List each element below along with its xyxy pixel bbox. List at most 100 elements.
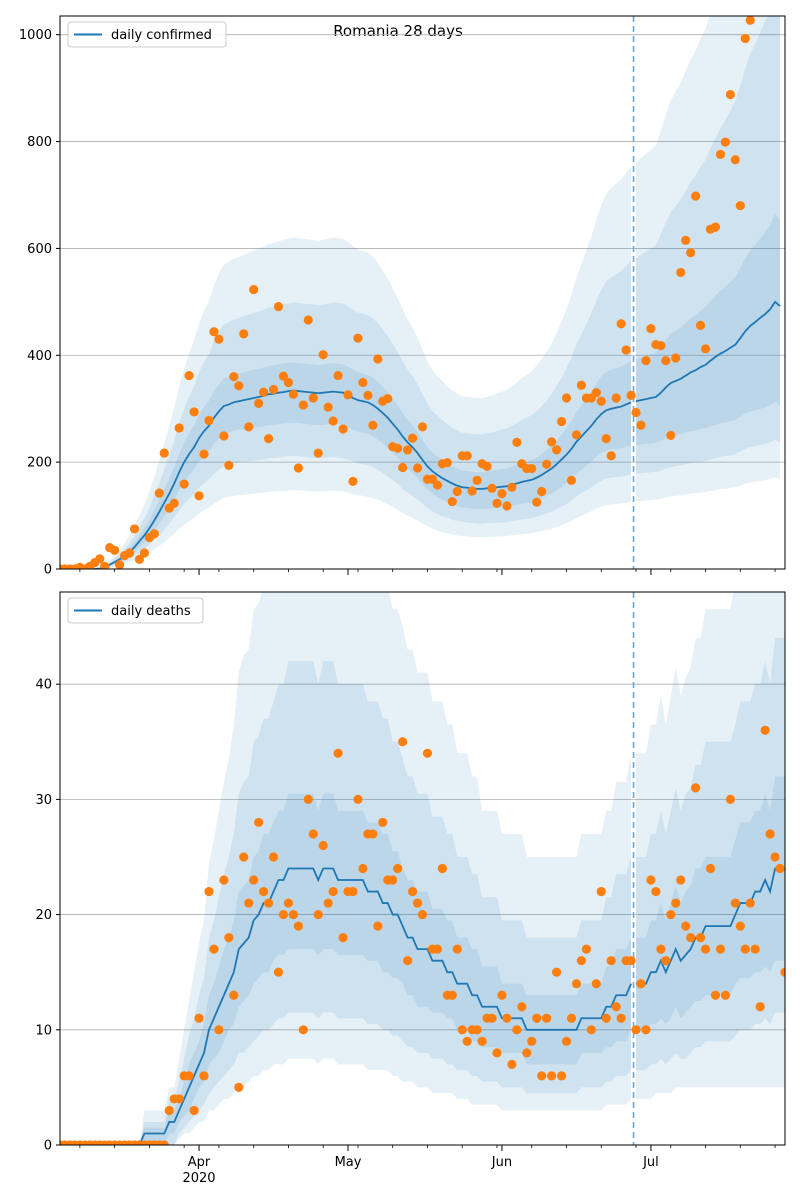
observed-point <box>676 267 686 278</box>
observed-point <box>695 320 706 330</box>
observed-point <box>159 1140 169 1145</box>
observed-point <box>447 990 457 1000</box>
observed-point <box>328 886 338 897</box>
observed-point <box>547 437 557 447</box>
observed-point <box>691 191 701 201</box>
observed-point <box>482 461 492 472</box>
band-80 <box>636 638 785 1071</box>
observed-point <box>656 944 666 954</box>
observed-point <box>671 898 681 908</box>
observed-point <box>467 486 477 496</box>
median-line <box>60 867 632 1145</box>
observed-point <box>641 356 651 366</box>
observed-point <box>447 497 457 507</box>
observed-point <box>561 393 572 403</box>
band-50 <box>636 776 785 1030</box>
observed-point <box>601 434 611 444</box>
observed-point <box>368 420 378 430</box>
observed-point <box>700 344 711 354</box>
observed-point <box>661 956 671 966</box>
observed-point <box>775 863 785 874</box>
observed-point <box>547 1071 557 1081</box>
observed-point <box>219 875 229 885</box>
median-line <box>635 300 781 403</box>
observed-point <box>407 433 418 443</box>
observed-point <box>378 817 388 828</box>
observed-point <box>139 548 150 558</box>
observed-point <box>432 480 442 490</box>
observed-point <box>571 430 582 440</box>
observed-point <box>537 486 547 497</box>
observed-point <box>239 329 249 339</box>
observed-point <box>492 1048 502 1058</box>
observed-point <box>641 1025 651 1035</box>
observed-point <box>437 863 447 874</box>
observed-point <box>318 350 328 360</box>
observed-point <box>497 489 507 499</box>
observed-point <box>606 956 616 966</box>
observed-point <box>308 829 318 839</box>
observed-point <box>313 448 323 458</box>
observed-point <box>154 488 164 498</box>
observed-point <box>268 852 279 862</box>
observed-point <box>134 554 145 564</box>
observed-point <box>700 944 711 954</box>
observed-point <box>288 389 298 399</box>
observed-point <box>283 898 294 908</box>
observed-point <box>184 370 194 381</box>
y-tick-label: 1000 <box>19 28 52 43</box>
observed-point <box>571 979 582 989</box>
observed-point <box>616 319 626 329</box>
observed-point <box>681 921 691 931</box>
observed-point <box>611 393 621 403</box>
observed-point <box>263 898 274 908</box>
legend: daily deaths <box>67 597 204 624</box>
observed-point <box>561 1036 572 1046</box>
band-50 <box>636 214 781 446</box>
observed-point <box>760 725 770 735</box>
x-tick-label: Jul <box>642 1155 659 1170</box>
observed-point <box>681 235 691 246</box>
figure-title: Romania 28 days <box>333 22 463 40</box>
observed-point <box>512 437 522 447</box>
observed-point <box>417 422 428 432</box>
observed-point <box>695 933 706 943</box>
observed-point <box>720 137 731 147</box>
observed-point <box>194 491 204 501</box>
observed-point <box>159 448 169 458</box>
observed-point <box>507 482 517 492</box>
y-tick-label: 10 <box>35 1023 52 1038</box>
observed-point <box>542 1013 552 1023</box>
observed-point <box>338 933 348 943</box>
legend-label: daily deaths <box>111 604 191 619</box>
observed-point <box>631 407 641 418</box>
y-axis: 0 200 400 600 800 1000 <box>19 28 60 578</box>
observed-point <box>214 1025 224 1035</box>
observed-point <box>283 377 294 388</box>
observed-point <box>735 201 745 211</box>
observed-point <box>194 1013 204 1023</box>
observed-point <box>462 451 472 461</box>
observed-point <box>189 1105 199 1116</box>
observed-point <box>244 898 254 908</box>
observed-point <box>219 431 229 441</box>
observed-point <box>586 1025 596 1035</box>
observed-point <box>551 445 562 455</box>
observed-point <box>393 863 403 874</box>
observed-point <box>308 393 318 403</box>
band-95 <box>636 16 781 502</box>
observed-point <box>606 451 616 461</box>
y-tick-label: 600 <box>27 242 52 257</box>
observed-point <box>323 898 333 908</box>
observed-points <box>60 16 755 569</box>
observed-point <box>298 400 308 410</box>
observed-point <box>621 345 631 355</box>
observed-point <box>656 341 666 351</box>
observed-point <box>169 498 179 508</box>
panel-deaths: 0 10 20 30 40 Apr May Jun Jul 2020 daily deaths <box>35 591 786 1186</box>
observed-point <box>452 944 462 954</box>
observed-point <box>110 545 120 555</box>
observed-point <box>666 909 676 920</box>
observed-point <box>502 1013 512 1023</box>
median-lines <box>60 867 785 1145</box>
